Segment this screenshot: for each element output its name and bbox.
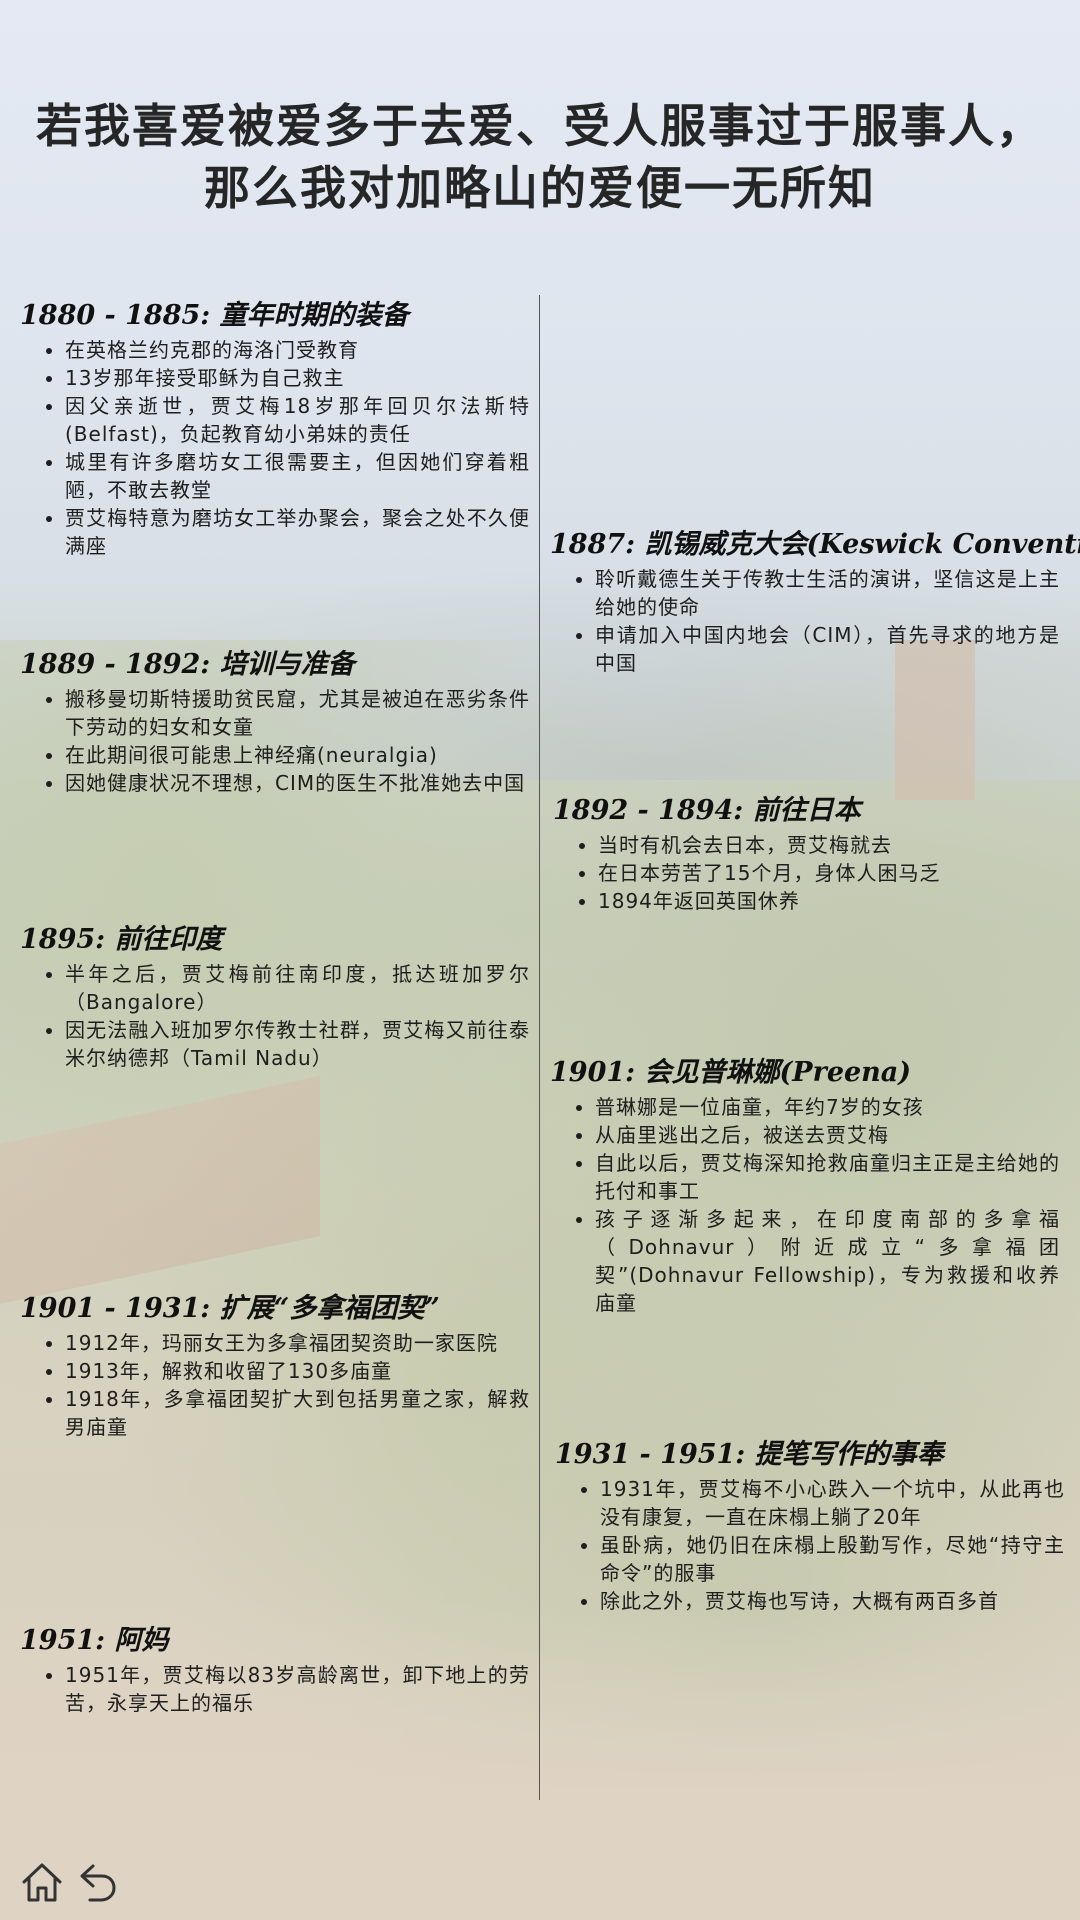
title-line: 若我喜爱被爱多于去爱、受人服事过于服事人， <box>36 99 1044 153</box>
section-list: 在英格兰约克郡的海洛门受教育 13岁那年接受耶稣为自己救主 因父亲逝世，贾艾梅1… <box>20 336 530 560</box>
section-heading: 1901: 会见普琳娜(Preena) <box>550 1057 912 1088</box>
timeline-section-1880: 1880 - 1885: 童年时期的装备 在英格兰约克郡的海洛门受教育 13岁那… <box>20 293 530 560</box>
list-item: 1918年，多拿福团契扩大到包括男童之家，解救男庙童 <box>65 1385 530 1441</box>
page-title: 若我喜爱被爱多于去爱、受人服事过于服事人， 那么我对加略山的爱便一无所知 <box>0 95 1080 219</box>
list-item: 申请加入中国内地会（CIM），首先寻求的地方是中国 <box>595 621 1060 677</box>
list-item: 1931年，贾艾梅不小心跌入一个坑中，从此再也没有康复，一直在床榻上躺了20年 <box>600 1475 1065 1531</box>
home-button[interactable] <box>18 1858 66 1906</box>
list-item: 1913年，解救和收留了130多庙童 <box>65 1357 530 1385</box>
list-item: 半年之后，贾艾梅前往南印度，抵达班加罗尔（Bangalore） <box>65 960 530 1016</box>
timeline-section-1889: 1889 - 1892: 培训与准备 搬移曼切斯特援助贫民窟，尤其是被迫在恶劣条… <box>20 642 530 797</box>
timeline-section-1931-1951: 1931 - 1951: 提笔写作的事奉 1931年，贾艾梅不小心跌入一个坑中，… <box>555 1432 1065 1615</box>
list-item: 城里有许多磨坊女工很需要主，但因她们穿着粗陋，不敢去教堂 <box>65 448 530 504</box>
list-item: 从庙里逃出之后，被送去贾艾梅 <box>595 1121 1060 1149</box>
list-item: 在此期间很可能患上神经痛(neuralgia) <box>65 741 530 769</box>
section-heading: 1895: 前往印度 <box>20 924 223 955</box>
list-item: 1912年，玛丽女王为多拿福团契资助一家医院 <box>65 1329 530 1357</box>
timeline-section-1901-1931: 1901 - 1931: 扩展“多拿福团契” 1912年，玛丽女王为多拿福团契资… <box>20 1286 530 1441</box>
timeline-section-1895: 1895: 前往印度 半年之后，贾艾梅前往南印度，抵达班加罗尔（Bangalor… <box>20 917 530 1072</box>
list-item: 普琳娜是一位庙童，年约7岁的女孩 <box>595 1093 1060 1121</box>
list-item: 因她健康状况不理想，CIM的医生不批准她去中国 <box>65 769 530 797</box>
section-list: 搬移曼切斯特援助贫民窟，尤其是被迫在恶劣条件下劳动的妇女和女童 在此期间很可能患… <box>20 685 530 797</box>
back-button[interactable] <box>72 1858 120 1906</box>
list-item: 搬移曼切斯特援助贫民窟，尤其是被迫在恶劣条件下劳动的妇女和女童 <box>65 685 530 741</box>
list-item: 除此之外，贾艾梅也写诗，大概有两百多首 <box>600 1587 1065 1615</box>
list-item: 当时有机会去日本，贾艾梅就去 <box>598 831 1063 859</box>
list-item: 在英格兰约克郡的海洛门受教育 <box>65 336 530 364</box>
timeline-section-1887: 1887: 凯锡威克大会(Keswick Convention) 聆听戴德生关于… <box>550 522 1080 677</box>
list-item: 自此以后，贾艾梅深知抢救庙童归主正是主给她的托付和事工 <box>595 1149 1060 1205</box>
section-heading: 1951: 阿妈 <box>20 1625 169 1656</box>
list-item: 13岁那年接受耶稣为自己救主 <box>65 364 530 392</box>
list-item: 在日本劳苦了15个月，身体人困马乏 <box>598 859 1063 887</box>
section-list: 当时有机会去日本，贾艾梅就去 在日本劳苦了15个月，身体人困马乏 1894年返回… <box>553 831 1063 915</box>
section-list: 1951年，贾艾梅以83岁高龄离世，卸下地上的劳苦，永享天上的福乐 <box>20 1661 530 1717</box>
section-list: 聆听戴德生关于传教士生活的演讲，坚信这是上主给她的使命 申请加入中国内地会（CI… <box>550 565 1060 677</box>
timeline-divider <box>539 295 540 1800</box>
section-heading: 1880 - 1885: 童年时期的装备 <box>20 300 409 331</box>
list-item: 因父亲逝世，贾艾梅18岁那年回贝尔法斯特(Belfast)，负起教育幼小弟妹的责… <box>65 392 530 448</box>
back-arrow-icon <box>80 1864 116 1902</box>
list-item: 1894年返回英国休养 <box>598 887 1063 915</box>
timeline-section-1901: 1901: 会见普琳娜(Preena) 普琳娜是一位庙童，年约7岁的女孩 从庙里… <box>550 1050 1060 1317</box>
section-heading: 1889 - 1892: 培训与准备 <box>20 649 355 680</box>
list-item: 孩子逐渐多起来，在印度南部的多拿福（Dohnavur）附近成立“多拿福团契”(D… <box>595 1205 1060 1317</box>
list-item: 1951年，贾艾梅以83岁高龄离世，卸下地上的劳苦，永享天上的福乐 <box>65 1661 530 1717</box>
section-list: 半年之后，贾艾梅前往南印度，抵达班加罗尔（Bangalore） 因无法融入班加罗… <box>20 960 530 1072</box>
section-list: 1912年，玛丽女王为多拿福团契资助一家医院 1913年，解救和收留了130多庙… <box>20 1329 530 1441</box>
section-list: 1931年，贾艾梅不小心跌入一个坑中，从此再也没有康复，一直在床榻上躺了20年 … <box>555 1475 1065 1615</box>
list-item: 虽卧病，她仍旧在床榻上殷勤写作，尽她“持守主命令”的服事 <box>600 1531 1065 1587</box>
section-heading: 1931 - 1951: 提笔写作的事奉 <box>555 1439 944 1470</box>
home-icon <box>22 1863 62 1902</box>
ground-shape <box>0 1600 1080 1920</box>
section-heading: 1887: 凯锡威克大会(Keswick Convention) <box>550 529 1080 560</box>
title-line: 那么我对加略山的爱便一无所知 <box>204 161 876 215</box>
section-heading: 1901 - 1931: 扩展“多拿福团契” <box>20 1293 440 1324</box>
timeline-section-1951: 1951: 阿妈 1951年，贾艾梅以83岁高龄离世，卸下地上的劳苦，永享天上的… <box>20 1618 530 1717</box>
timeline-section-1892: 1892 - 1894: 前往日本 当时有机会去日本，贾艾梅就去 在日本劳苦了1… <box>553 788 1063 915</box>
section-list: 普琳娜是一位庙童，年约7岁的女孩 从庙里逃出之后，被送去贾艾梅 自此以后，贾艾梅… <box>550 1093 1060 1317</box>
list-item: 因无法融入班加罗尔传教士社群，贾艾梅又前往泰米尔纳德邦（Tamil Nadu） <box>65 1016 530 1072</box>
list-item: 贾艾梅特意为磨坊女工举办聚会，聚会之处不久便满座 <box>65 504 530 560</box>
clock-tower-shape <box>895 640 975 800</box>
section-heading: 1892 - 1894: 前往日本 <box>553 795 861 826</box>
list-item: 聆听戴德生关于传教士生活的演讲，坚信这是上主给她的使命 <box>595 565 1060 621</box>
